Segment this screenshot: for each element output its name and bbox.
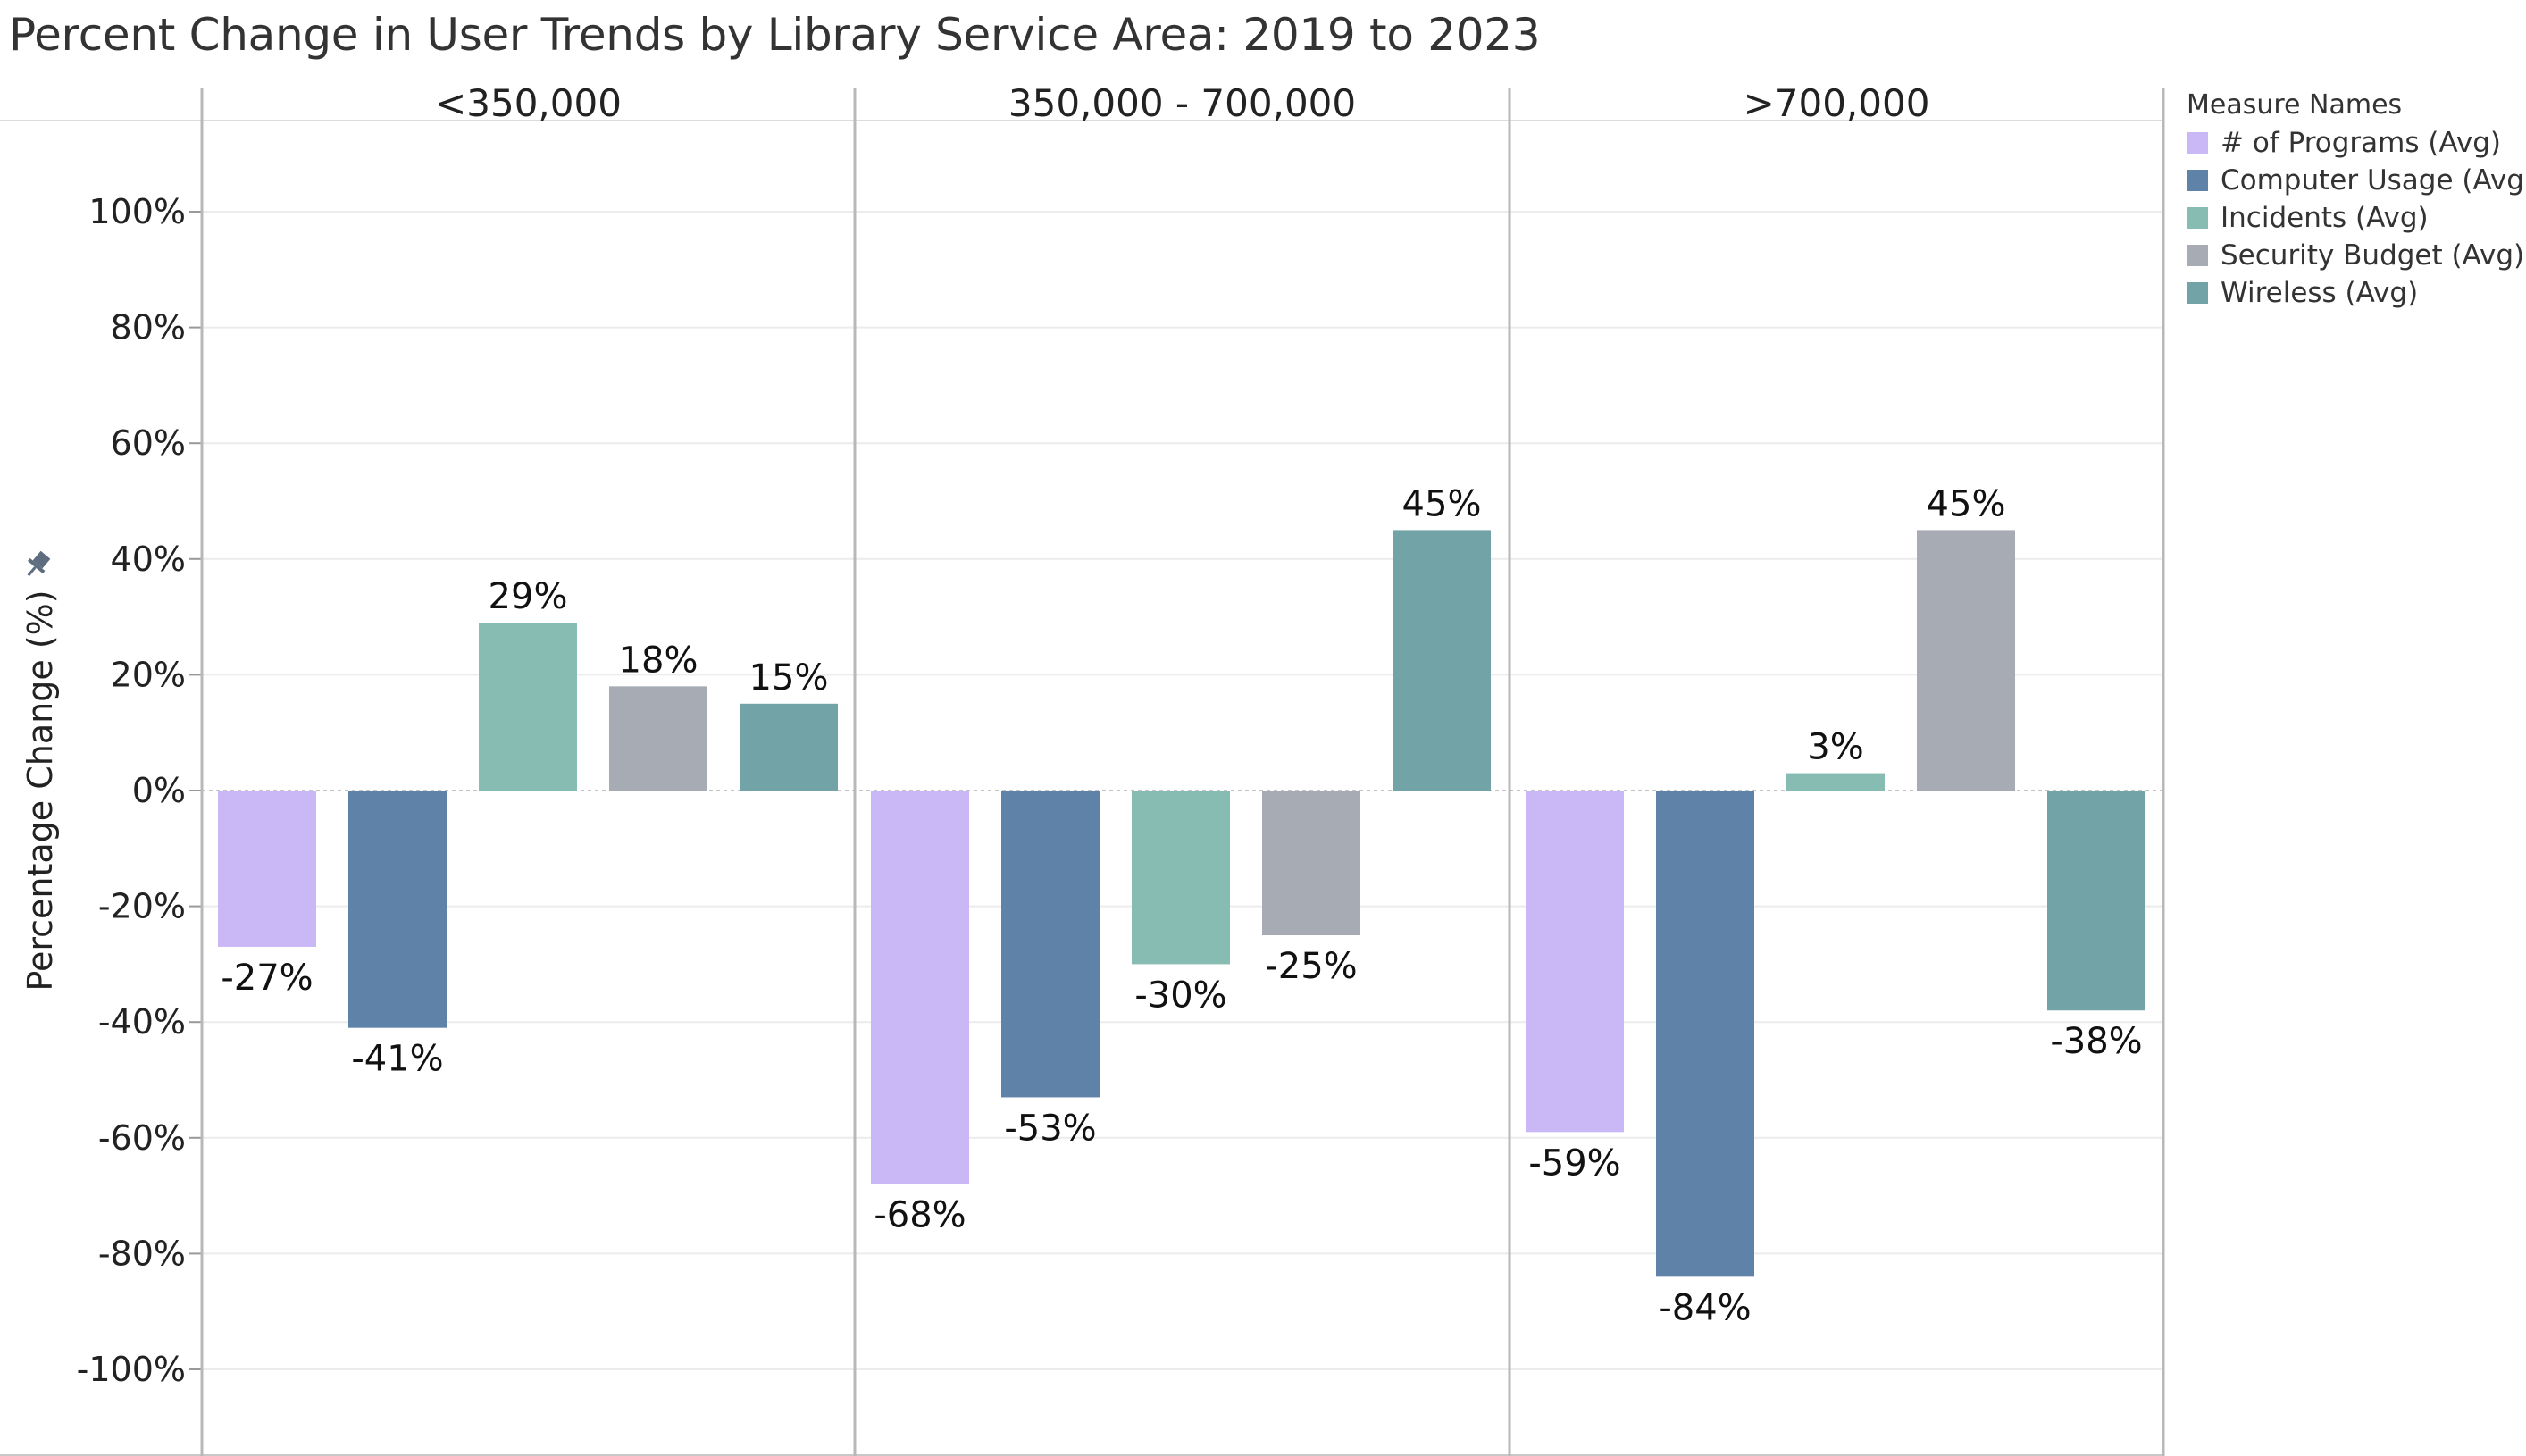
y-tick-label: 0%	[132, 771, 186, 810]
data-label: 45%	[1927, 483, 2006, 524]
data-label: -59%	[1528, 1142, 1620, 1184]
y-tick-label: 80%	[111, 308, 186, 347]
y-tick-label: 60%	[111, 423, 186, 463]
legend-title: Measure Names	[2187, 89, 2403, 121]
legend-label: Wireless (Avg)	[2221, 277, 2419, 309]
legend-label: Security Budget (Avg)	[2221, 239, 2525, 272]
data-label: -27%	[221, 958, 313, 999]
data-label: -68%	[874, 1195, 966, 1236]
y-tick-label: -60%	[98, 1118, 186, 1158]
bar	[1132, 791, 1230, 965]
y-tick-label: -40%	[98, 1002, 186, 1042]
bar	[1656, 791, 1754, 1277]
data-label: 3%	[1807, 727, 1863, 768]
bar	[740, 703, 838, 791]
data-label: 18%	[619, 640, 698, 681]
data-label: 45%	[1402, 483, 1482, 524]
legend-swatch	[2187, 207, 2208, 229]
panel-header: >700,000	[1744, 81, 1930, 125]
legend-label: Incidents (Avg)	[2221, 202, 2429, 234]
legend-item[interactable]: # of Programs (Avg)	[2187, 124, 2526, 162]
legend-swatch	[2187, 170, 2208, 191]
legend-swatch	[2187, 132, 2208, 154]
y-tick-label: -100%	[77, 1350, 186, 1389]
bar	[1001, 791, 1100, 1098]
bar	[1917, 530, 2015, 791]
legend-label: Computer Usage (Avg)	[2221, 164, 2526, 197]
bar	[609, 686, 707, 791]
bar	[479, 623, 577, 791]
y-tick-label: -80%	[98, 1234, 186, 1273]
legend: Measure Names # of Programs (Avg) Compute…	[2187, 89, 2526, 312]
y-tick-label: 40%	[111, 540, 186, 579]
panel-header: 350,000 - 700,000	[1008, 81, 1356, 125]
panel-header: <350,000	[435, 81, 622, 125]
legend-item[interactable]: Security Budget (Avg)	[2187, 237, 2526, 274]
data-label: -30%	[1134, 975, 1226, 1016]
y-tick-label: 20%	[111, 655, 186, 694]
data-label: -53%	[1004, 1108, 1096, 1149]
chart-title: Percent Change in User Trends by Library…	[9, 9, 1541, 61]
legend-swatch	[2187, 245, 2208, 266]
bar	[1526, 791, 1624, 1133]
legend-swatch	[2187, 282, 2208, 304]
y-axis-label: Percentage Change (%)	[21, 590, 60, 991]
bar	[348, 791, 447, 1028]
bar	[2047, 791, 2145, 1011]
data-label: -38%	[2050, 1021, 2142, 1062]
data-label: 15%	[749, 657, 829, 699]
bar	[1262, 791, 1360, 935]
y-tick-label: -20%	[98, 887, 186, 926]
bar	[218, 791, 316, 947]
bar	[1393, 530, 1491, 791]
data-label: 29%	[489, 576, 568, 617]
data-label: -25%	[1265, 946, 1357, 987]
legend-label: # of Programs (Avg)	[2221, 127, 2501, 159]
y-tick-label: 100%	[88, 192, 186, 231]
pin-icon[interactable]	[21, 548, 53, 582]
legend-item[interactable]: Wireless (Avg)	[2187, 274, 2526, 312]
legend-item[interactable]: Incidents (Avg)	[2187, 199, 2526, 237]
bar	[871, 791, 969, 1184]
legend-item[interactable]: Computer Usage (Avg)	[2187, 162, 2526, 199]
bar	[1786, 773, 1885, 791]
data-label: -84%	[1659, 1287, 1751, 1328]
data-label: -41%	[351, 1039, 443, 1080]
